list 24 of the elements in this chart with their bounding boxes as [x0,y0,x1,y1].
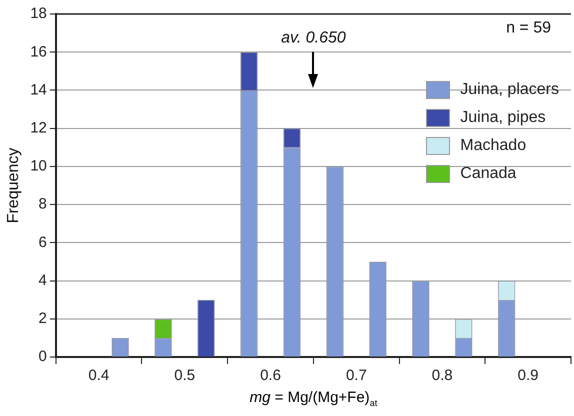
legend-label: Juina, pipes [460,109,546,127]
x-tick-label: 0.5 [174,367,196,384]
y-tick-label: 4 [38,272,47,289]
legend-label: Machado [460,137,526,155]
legend-label: Canada [460,165,516,183]
x-tick-label: 0.9 [518,367,539,384]
x-tick-label: 0.8 [432,367,453,384]
y-tick-label: 10 [30,158,47,175]
y-axis-title: Frequency [5,148,22,224]
annotation: n = 59 [506,19,552,36]
y-tick-label: 6 [38,234,47,251]
y-tick-label: 8 [38,196,47,213]
y-tick-label: 14 [30,81,47,98]
x-tick-label: 0.6 [260,367,281,384]
x-tick-label: 0.7 [346,367,367,384]
y-tick-label: 18 [30,5,47,22]
y-tick-label: 12 [30,119,47,136]
y-tick-label: 0 [38,348,47,366]
legend-label: Juina, placers [460,81,559,99]
x-tick-label: 0.4 [88,367,110,384]
x-axis-title: mg = Mg/(Mg+Fe)$_{at}$ [248,389,378,408]
y-tick-label: 16 [30,43,47,60]
annotation: av. 0.650 [281,29,346,46]
y-tick-label: 2 [38,310,47,328]
